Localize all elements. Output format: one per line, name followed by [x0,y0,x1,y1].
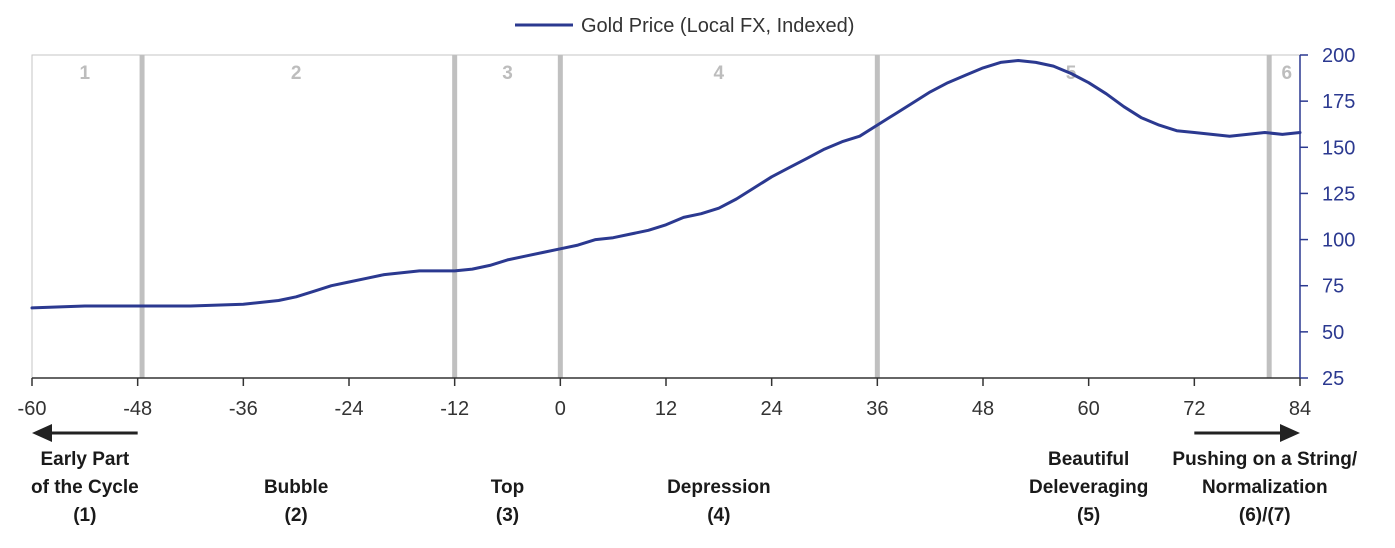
phase-label-line: Beautiful [1048,449,1130,470]
y-tick-label: 125 [1322,183,1355,205]
phase-label-line: Top [490,477,525,498]
y-tick-label: 150 [1322,137,1355,159]
y-tick-label: 175 [1322,91,1355,113]
phase-number: 6 [1282,63,1293,84]
arrow-head [32,424,52,442]
phase-label-line: Bubble [263,477,329,498]
x-tick-label: -12 [440,398,469,420]
phase-number: 4 [714,63,725,84]
phase-label: Early Part of the Cycle (1) [31,446,139,530]
phase-number: 2 [291,63,302,84]
x-tick-label: -48 [123,398,152,420]
x-tick-label: -60 [18,398,47,420]
y-tick-label: 25 [1322,368,1344,390]
y-tick-label: 75 [1322,276,1344,298]
y-tick-label: 200 [1322,45,1355,67]
phase-label-line: (2) [284,505,308,526]
x-tick-label: 12 [655,398,677,420]
phase-label-line: (1) [73,505,97,526]
x-tick-label: 72 [1183,398,1205,420]
phase-label-line: (4) [707,505,731,526]
x-tick-label: 36 [866,398,888,420]
phase-number: 3 [502,63,513,84]
series-line [30,59,1302,310]
x-tick-label: 48 [972,398,994,420]
phase-label-line: (5) [1077,505,1101,526]
phase-label-line: (6)/(7) [1238,505,1291,526]
phase-label-line: Normalization [1201,477,1328,498]
x-tick-label: 60 [1078,398,1100,420]
phase-label: Beautiful Deleveraging (5) [1029,446,1148,530]
phase-label-line: Early Part [40,449,130,470]
phase-label-line: Depression [667,477,771,498]
phase-label-line: of the Cycle [30,477,139,498]
phase-label-line: Deleveraging [1028,477,1149,498]
phase-label: Bubble (2) [264,474,328,530]
x-tick-label: -36 [229,398,258,420]
phase-label: Depression (4) [667,474,770,530]
x-tick-label: 24 [761,398,783,420]
plot-frame [31,54,1301,379]
y-tick-label: 100 [1322,230,1355,252]
phase-label: Pushing on a String/Normalization (6)/(7) [1172,446,1357,530]
phase-label-line: (3) [495,505,520,526]
arrow-head [1280,424,1300,442]
x-tick-label: 84 [1289,398,1311,420]
phase-label: Top (3) [491,474,524,530]
x-tick-label: -24 [335,398,364,420]
legend-label: Gold Price (Local FX, Indexed) [581,15,854,37]
y-tick-label: 50 [1322,322,1344,344]
phase-label-line: Pushing on a String/ [1172,449,1358,470]
x-tick-label: 0 [555,398,566,420]
phase-number: 1 [80,63,91,84]
